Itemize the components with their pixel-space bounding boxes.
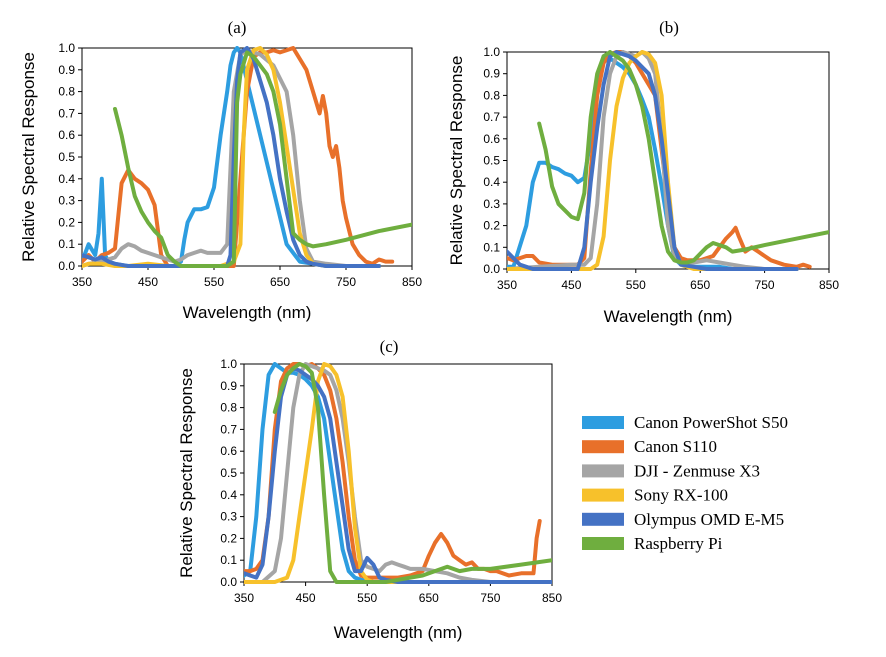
y-tick-label: 0.4 [483, 175, 500, 189]
y-tick-label: 0.5 [220, 466, 237, 480]
y-axis-title: Relative Spectral Response [19, 52, 38, 262]
legend-label: Canon S110 [634, 437, 717, 456]
x-tick-label: 350 [72, 275, 92, 289]
legend-label: DJI - Zenmuse X3 [634, 461, 760, 480]
panel-label: (a) [228, 18, 247, 37]
x-axis-title: Wavelength (nm) [183, 303, 312, 322]
y-tick-label: 0.4 [58, 172, 75, 186]
y-tick-label: 0.4 [220, 488, 237, 502]
y-tick-label: 0.7 [58, 106, 75, 120]
y-tick-label: 0.8 [483, 88, 500, 102]
legend: Canon PowerShot S50 Canon S110 DJI - Zenmu… [582, 413, 788, 553]
x-tick-label: 750 [336, 275, 356, 289]
y-tick-label: 0.5 [58, 150, 75, 164]
y-tick-label: 1.0 [58, 41, 75, 55]
y-axis-title: Relative Spectral Response [177, 368, 196, 578]
panel-c: (c) 0.0 0.1 0.2 0.3 0.4 0.5 0.6 0.7 0.8 0.9 1.0 350 4… [177, 337, 562, 642]
x-tick-label: 850 [402, 275, 422, 289]
legend-swatch-canon-s110 [582, 440, 624, 454]
legend-swatch-canon-powershot-s50 [582, 416, 624, 429]
x-tick-label: 650 [419, 591, 439, 605]
y-tick-label: 0.0 [483, 262, 500, 276]
x-tick-label: 750 [480, 591, 500, 605]
y-tick-label: 0.7 [220, 422, 237, 436]
x-axis-title: Wavelength (nm) [334, 623, 463, 642]
y-tick-label: 0.2 [58, 215, 75, 229]
panel-label: (c) [380, 337, 399, 356]
x-tick-label: 850 [542, 591, 562, 605]
series-line-dji-zenmuse-x3 [507, 50, 799, 271]
legend-swatch-olympus-omd-e-m5 [582, 512, 624, 526]
series-line-raspberry-pi [272, 362, 552, 584]
x-tick-label: 850 [819, 278, 839, 292]
legend-swatch-raspberry-pi [582, 537, 624, 550]
y-tick-label: 0.6 [58, 128, 75, 142]
x-tick-label: 650 [270, 275, 290, 289]
x-tick-label: 750 [755, 278, 775, 292]
legend-label: Sony RX-100 [634, 486, 728, 505]
x-tick-label: 450 [138, 275, 158, 289]
series-line-olympus-omd-e-m5 [507, 50, 799, 271]
y-tick-label: 0.1 [58, 237, 75, 251]
x-axis-title: Wavelength (nm) [604, 307, 733, 326]
series-line-dji-zenmuse-x3 [244, 362, 524, 584]
plot-frame [243, 363, 553, 583]
y-tick-label: 0.7 [483, 110, 500, 124]
y-tick-label: 0.1 [483, 240, 500, 254]
y-tick-label: 1.0 [483, 45, 500, 59]
series-line-canon-s110 [82, 46, 395, 268]
y-tick-label: 0.9 [483, 67, 500, 81]
x-tick-label: 650 [690, 278, 710, 292]
x-tick-label: 450 [561, 278, 581, 292]
y-tick-label: 0.3 [220, 510, 237, 524]
y-tick-label: 0.2 [483, 219, 500, 233]
panel-label: (b) [659, 18, 679, 37]
y-tick-label: 0.2 [220, 531, 237, 545]
y-axis-title: Relative Spectral Response [447, 56, 466, 266]
y-tick-label: 0.8 [220, 401, 237, 415]
y-tick-label: 0.3 [58, 194, 75, 208]
y-tick-label: 1.0 [220, 357, 237, 371]
legend-swatch-dji-zenmuse-x3 [582, 464, 624, 478]
legend-label: Canon PowerShot S50 [634, 413, 788, 432]
panel-b: (b) 0.0 0.1 0.2 0.3 0.4 0.5 0.6 0.7 0.8 0.9 1.0 350 4… [447, 18, 839, 326]
legend-label: Raspberry Pi [634, 534, 723, 553]
x-tick-label: 550 [626, 278, 646, 292]
legend-label: Olympus OMD E-M5 [634, 510, 784, 529]
y-tick-label: 0.0 [220, 575, 237, 589]
y-tick-label: 0.8 [58, 85, 75, 99]
y-tick-label: 0.0 [58, 259, 75, 273]
y-tick-label: 0.6 [220, 444, 237, 458]
x-tick-label: 350 [497, 278, 517, 292]
y-tick-label: 0.5 [483, 154, 500, 168]
y-tick-label: 0.9 [58, 63, 75, 77]
y-tick-label: 0.1 [220, 553, 237, 567]
legend-swatch-sony-rx-100 [582, 488, 624, 502]
x-tick-label: 450 [296, 591, 316, 605]
series-line-raspberry-pi [537, 50, 829, 265]
series-line-raspberry-pi [113, 50, 412, 268]
y-tick-label: 0.3 [483, 197, 500, 211]
series-line-olympus-omd-e-m5 [82, 46, 381, 268]
y-tick-label: 0.6 [483, 132, 500, 146]
series-line-olympus-omd-e-m5 [244, 366, 552, 584]
panel-a: (a) 0.0 0.1 0.2 0.3 0.4 0.5 0.6 0.7 0.8 0.9 1.0 350 4… [19, 18, 422, 322]
x-tick-label: 550 [357, 591, 377, 605]
x-tick-label: 350 [234, 591, 254, 605]
x-tick-label: 550 [204, 275, 224, 289]
y-tick-label: 0.9 [220, 379, 237, 393]
series-line-dji-zenmuse-x3 [82, 48, 381, 268]
